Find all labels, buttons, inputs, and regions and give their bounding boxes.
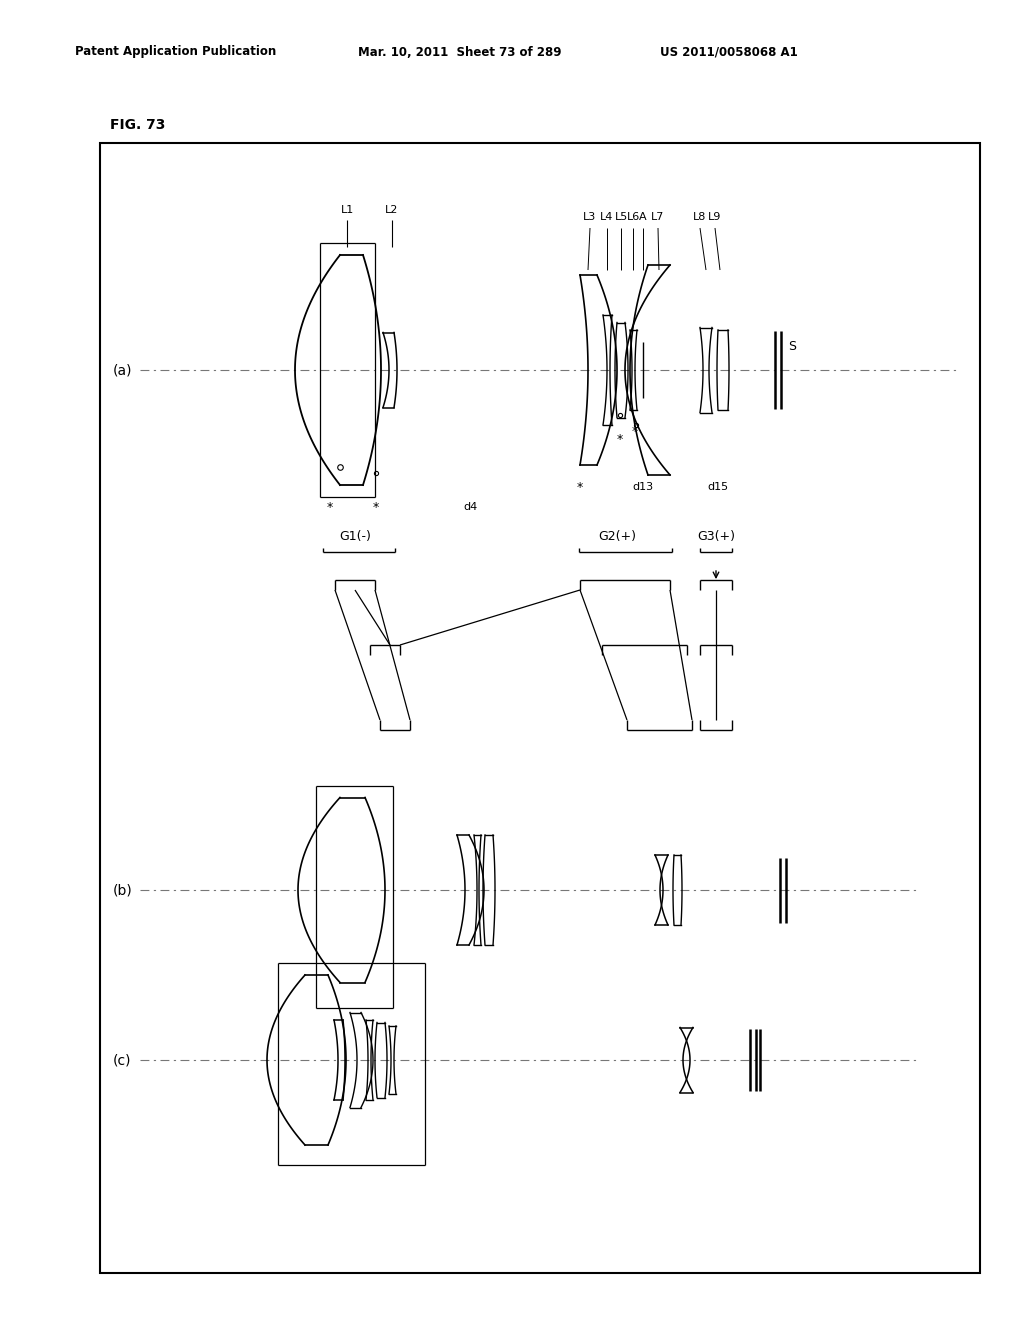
Text: A: A bbox=[639, 213, 647, 222]
Text: L1: L1 bbox=[340, 205, 353, 215]
Text: (a): (a) bbox=[113, 363, 132, 378]
Text: L8: L8 bbox=[693, 213, 707, 222]
Text: (c): (c) bbox=[113, 1053, 131, 1067]
Text: (b): (b) bbox=[113, 883, 133, 898]
Text: Patent Application Publication: Patent Application Publication bbox=[75, 45, 276, 58]
Text: G1(-): G1(-) bbox=[339, 531, 371, 543]
Text: d15: d15 bbox=[708, 482, 728, 492]
Text: L5: L5 bbox=[614, 213, 628, 222]
Text: L7: L7 bbox=[651, 213, 665, 222]
Text: L2: L2 bbox=[385, 205, 398, 215]
Text: L4: L4 bbox=[600, 213, 613, 222]
Text: FIG. 73: FIG. 73 bbox=[110, 117, 165, 132]
Text: *: * bbox=[616, 433, 624, 446]
Text: G2(+): G2(+) bbox=[598, 531, 636, 543]
Text: *: * bbox=[373, 500, 379, 513]
Bar bbox=[100, 143, 980, 1272]
Text: *: * bbox=[327, 500, 333, 513]
Text: Mar. 10, 2011  Sheet 73 of 289: Mar. 10, 2011 Sheet 73 of 289 bbox=[358, 45, 561, 58]
Text: *: * bbox=[632, 425, 638, 438]
Text: S: S bbox=[788, 341, 796, 352]
Text: *: * bbox=[577, 480, 583, 494]
Text: L6: L6 bbox=[627, 213, 640, 222]
Text: L3: L3 bbox=[584, 213, 597, 222]
Text: L9: L9 bbox=[709, 213, 722, 222]
Text: d13: d13 bbox=[633, 482, 653, 492]
Text: US 2011/0058068 A1: US 2011/0058068 A1 bbox=[660, 45, 798, 58]
Text: d4: d4 bbox=[463, 502, 477, 512]
Text: G3(+): G3(+) bbox=[697, 531, 735, 543]
